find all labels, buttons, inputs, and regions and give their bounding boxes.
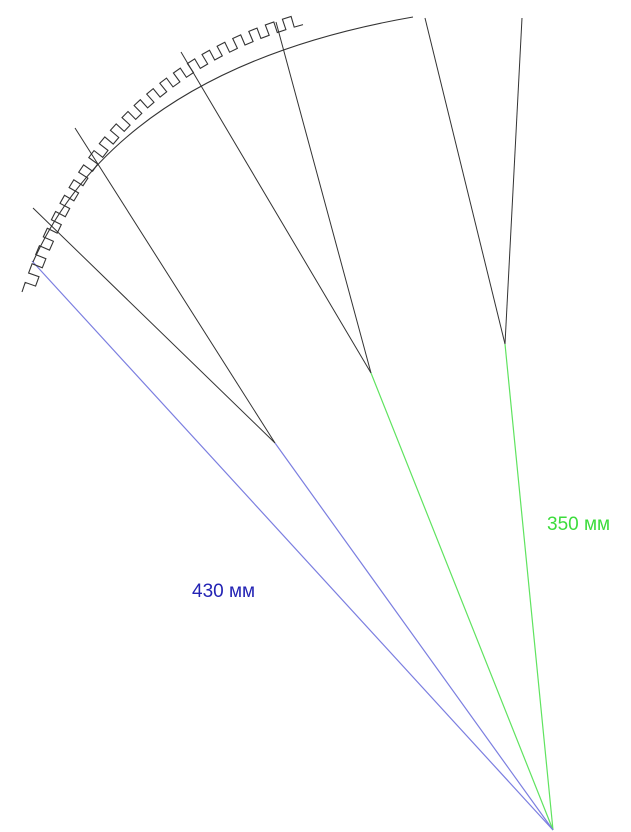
chord-line-2a [180,51,372,374]
blue-line-outer [31,260,554,831]
green-dimension-label: 350 мм [547,514,610,535]
blue-dimension-lines [31,260,554,831]
blue-line-inner [274,442,554,831]
inner-arc [32,16,414,263]
construction-lines [32,17,523,444]
green-line-right [504,343,554,831]
green-line-left [370,372,554,831]
green-dimension-lines [370,343,554,831]
blue-dimension-label: 430 мм [192,581,255,602]
chord-line-1b [74,127,276,444]
chord-line-3a [424,17,506,345]
crenellated-arc [21,15,304,293]
chord-line-3b [504,17,523,345]
chord-line-1a [32,207,276,444]
chord-line-2b [275,21,372,374]
